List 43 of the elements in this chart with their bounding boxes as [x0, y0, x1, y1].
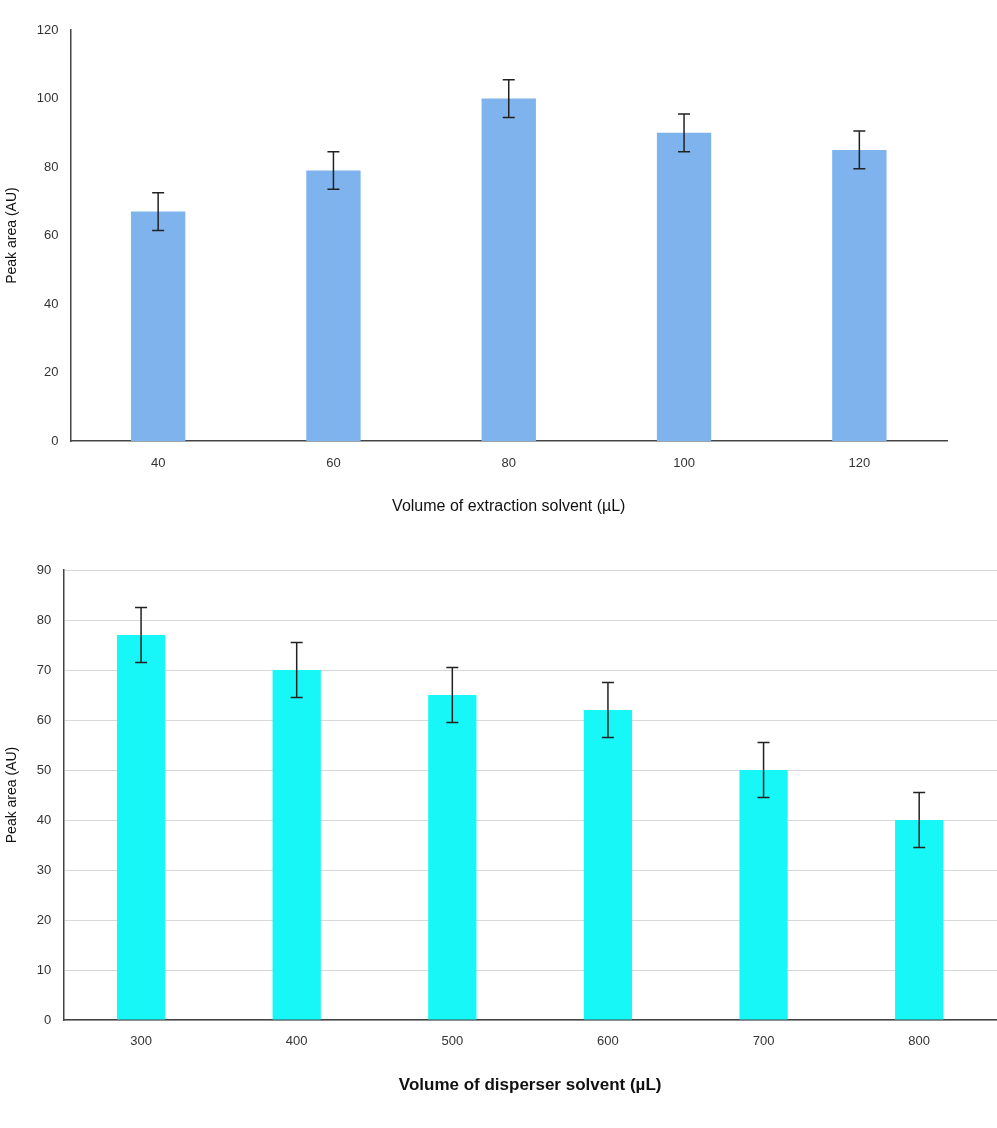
y-tick-label: 10 [36, 961, 52, 977]
x-tick-label: 500 [441, 1033, 464, 1049]
y-tick-label: 80 [36, 611, 52, 627]
x-tick-label: 700 [752, 1033, 775, 1049]
y-tick-label: 70 [36, 661, 52, 677]
bar [739, 770, 788, 1020]
bar [583, 710, 633, 1020]
bar [832, 149, 887, 442]
y-tick-label: 0 [51, 432, 59, 448]
x-tick-label: 800 [908, 1033, 931, 1049]
y-tick-label: 20 [44, 364, 59, 380]
y-tick-label: 120 [36, 21, 59, 37]
x-tick-label: 100 [673, 454, 695, 470]
bar [272, 670, 321, 1020]
y-tick-label: 60 [36, 711, 52, 727]
y-tick-label: 100 [36, 90, 59, 106]
y-tick-label: 30 [36, 861, 52, 877]
x-tick-label: 80 [501, 454, 516, 470]
y-tick-label: 0 [44, 1011, 52, 1027]
y-tick-label: 80 [44, 158, 59, 174]
bar [130, 211, 186, 442]
y-tick-label: 40 [44, 295, 59, 311]
x-tick-label: 40 [150, 454, 166, 470]
y-tick-label: 40 [36, 811, 52, 827]
y-tick-label: 50 [36, 761, 52, 777]
bar [656, 132, 712, 442]
bar [428, 695, 477, 1020]
bar [306, 170, 361, 442]
y-tick-label: 60 [44, 227, 59, 243]
x-tick-label: 600 [597, 1033, 619, 1049]
bar [895, 820, 944, 1020]
x-tick-label: 60 [326, 454, 341, 470]
bar [116, 635, 166, 1020]
y-tick-label: 20 [36, 911, 52, 927]
y-axis-title: Peak area (AU) [3, 187, 20, 284]
y-tick-label: 90 [36, 561, 52, 577]
x-axis-title: Volume of disperser solvent (µL) [398, 1075, 662, 1095]
bar [481, 98, 536, 442]
x-tick-label: 300 [130, 1033, 152, 1049]
y-axis-title: Peak area (AU) [3, 746, 20, 844]
x-axis-title: Volume of extraction solvent (µL) [392, 496, 626, 514]
x-tick-label: 120 [848, 454, 871, 470]
x-tick-label: 400 [285, 1033, 308, 1049]
